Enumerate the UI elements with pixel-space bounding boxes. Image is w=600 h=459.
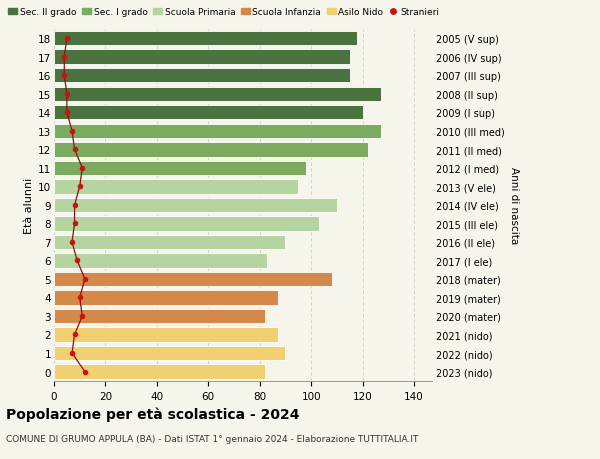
Bar (54, 364, 265, 379)
Point (67, 350, 77, 357)
Bar (54, 180, 298, 194)
Bar (54, 254, 268, 268)
Point (70, 146, 79, 154)
Bar (54, 69, 350, 83)
Bar (54, 124, 380, 139)
Legend: Sec. II grado, Sec. I grado, Scuola Primaria, Scuola Infanzia, Asilo Nido, Stran: Sec. II grado, Sec. I grado, Scuola Prim… (5, 5, 443, 21)
Bar (54, 50, 350, 65)
Text: Popolazione per età scolastica - 2024: Popolazione per età scolastica - 2024 (6, 406, 299, 421)
Point (75, 294, 85, 302)
Y-axis label: Età alunni: Età alunni (24, 177, 34, 234)
Bar (54, 291, 278, 305)
Bar (54, 217, 319, 231)
Point (59, 54, 69, 61)
Point (59, 73, 69, 80)
Bar (54, 161, 306, 176)
Point (67, 239, 77, 246)
Point (70, 202, 79, 209)
Bar (54, 328, 278, 342)
Point (77, 165, 87, 172)
Text: COMUNE DI GRUMO APPULA (BA) - Dati ISTAT 1° gennaio 2024 - Elaborazione TUTTITAL: COMUNE DI GRUMO APPULA (BA) - Dati ISTAT… (6, 434, 418, 443)
Bar (54, 198, 337, 213)
Point (75, 183, 85, 190)
Bar (54, 106, 362, 120)
Bar (54, 87, 380, 102)
Point (62, 109, 71, 117)
Point (80, 276, 89, 283)
Point (70, 220, 79, 228)
Point (80, 368, 89, 375)
Point (62, 35, 71, 43)
Bar (54, 272, 332, 286)
Y-axis label: Anni di nascita: Anni di nascita (509, 167, 519, 244)
Point (62, 91, 71, 98)
Bar (54, 235, 286, 250)
Bar (54, 143, 368, 157)
Point (73, 257, 82, 264)
Bar (54, 346, 286, 360)
Point (70, 331, 79, 338)
Point (77, 313, 87, 320)
Bar (54, 309, 265, 324)
Point (67, 128, 77, 135)
Bar (54, 32, 358, 46)
